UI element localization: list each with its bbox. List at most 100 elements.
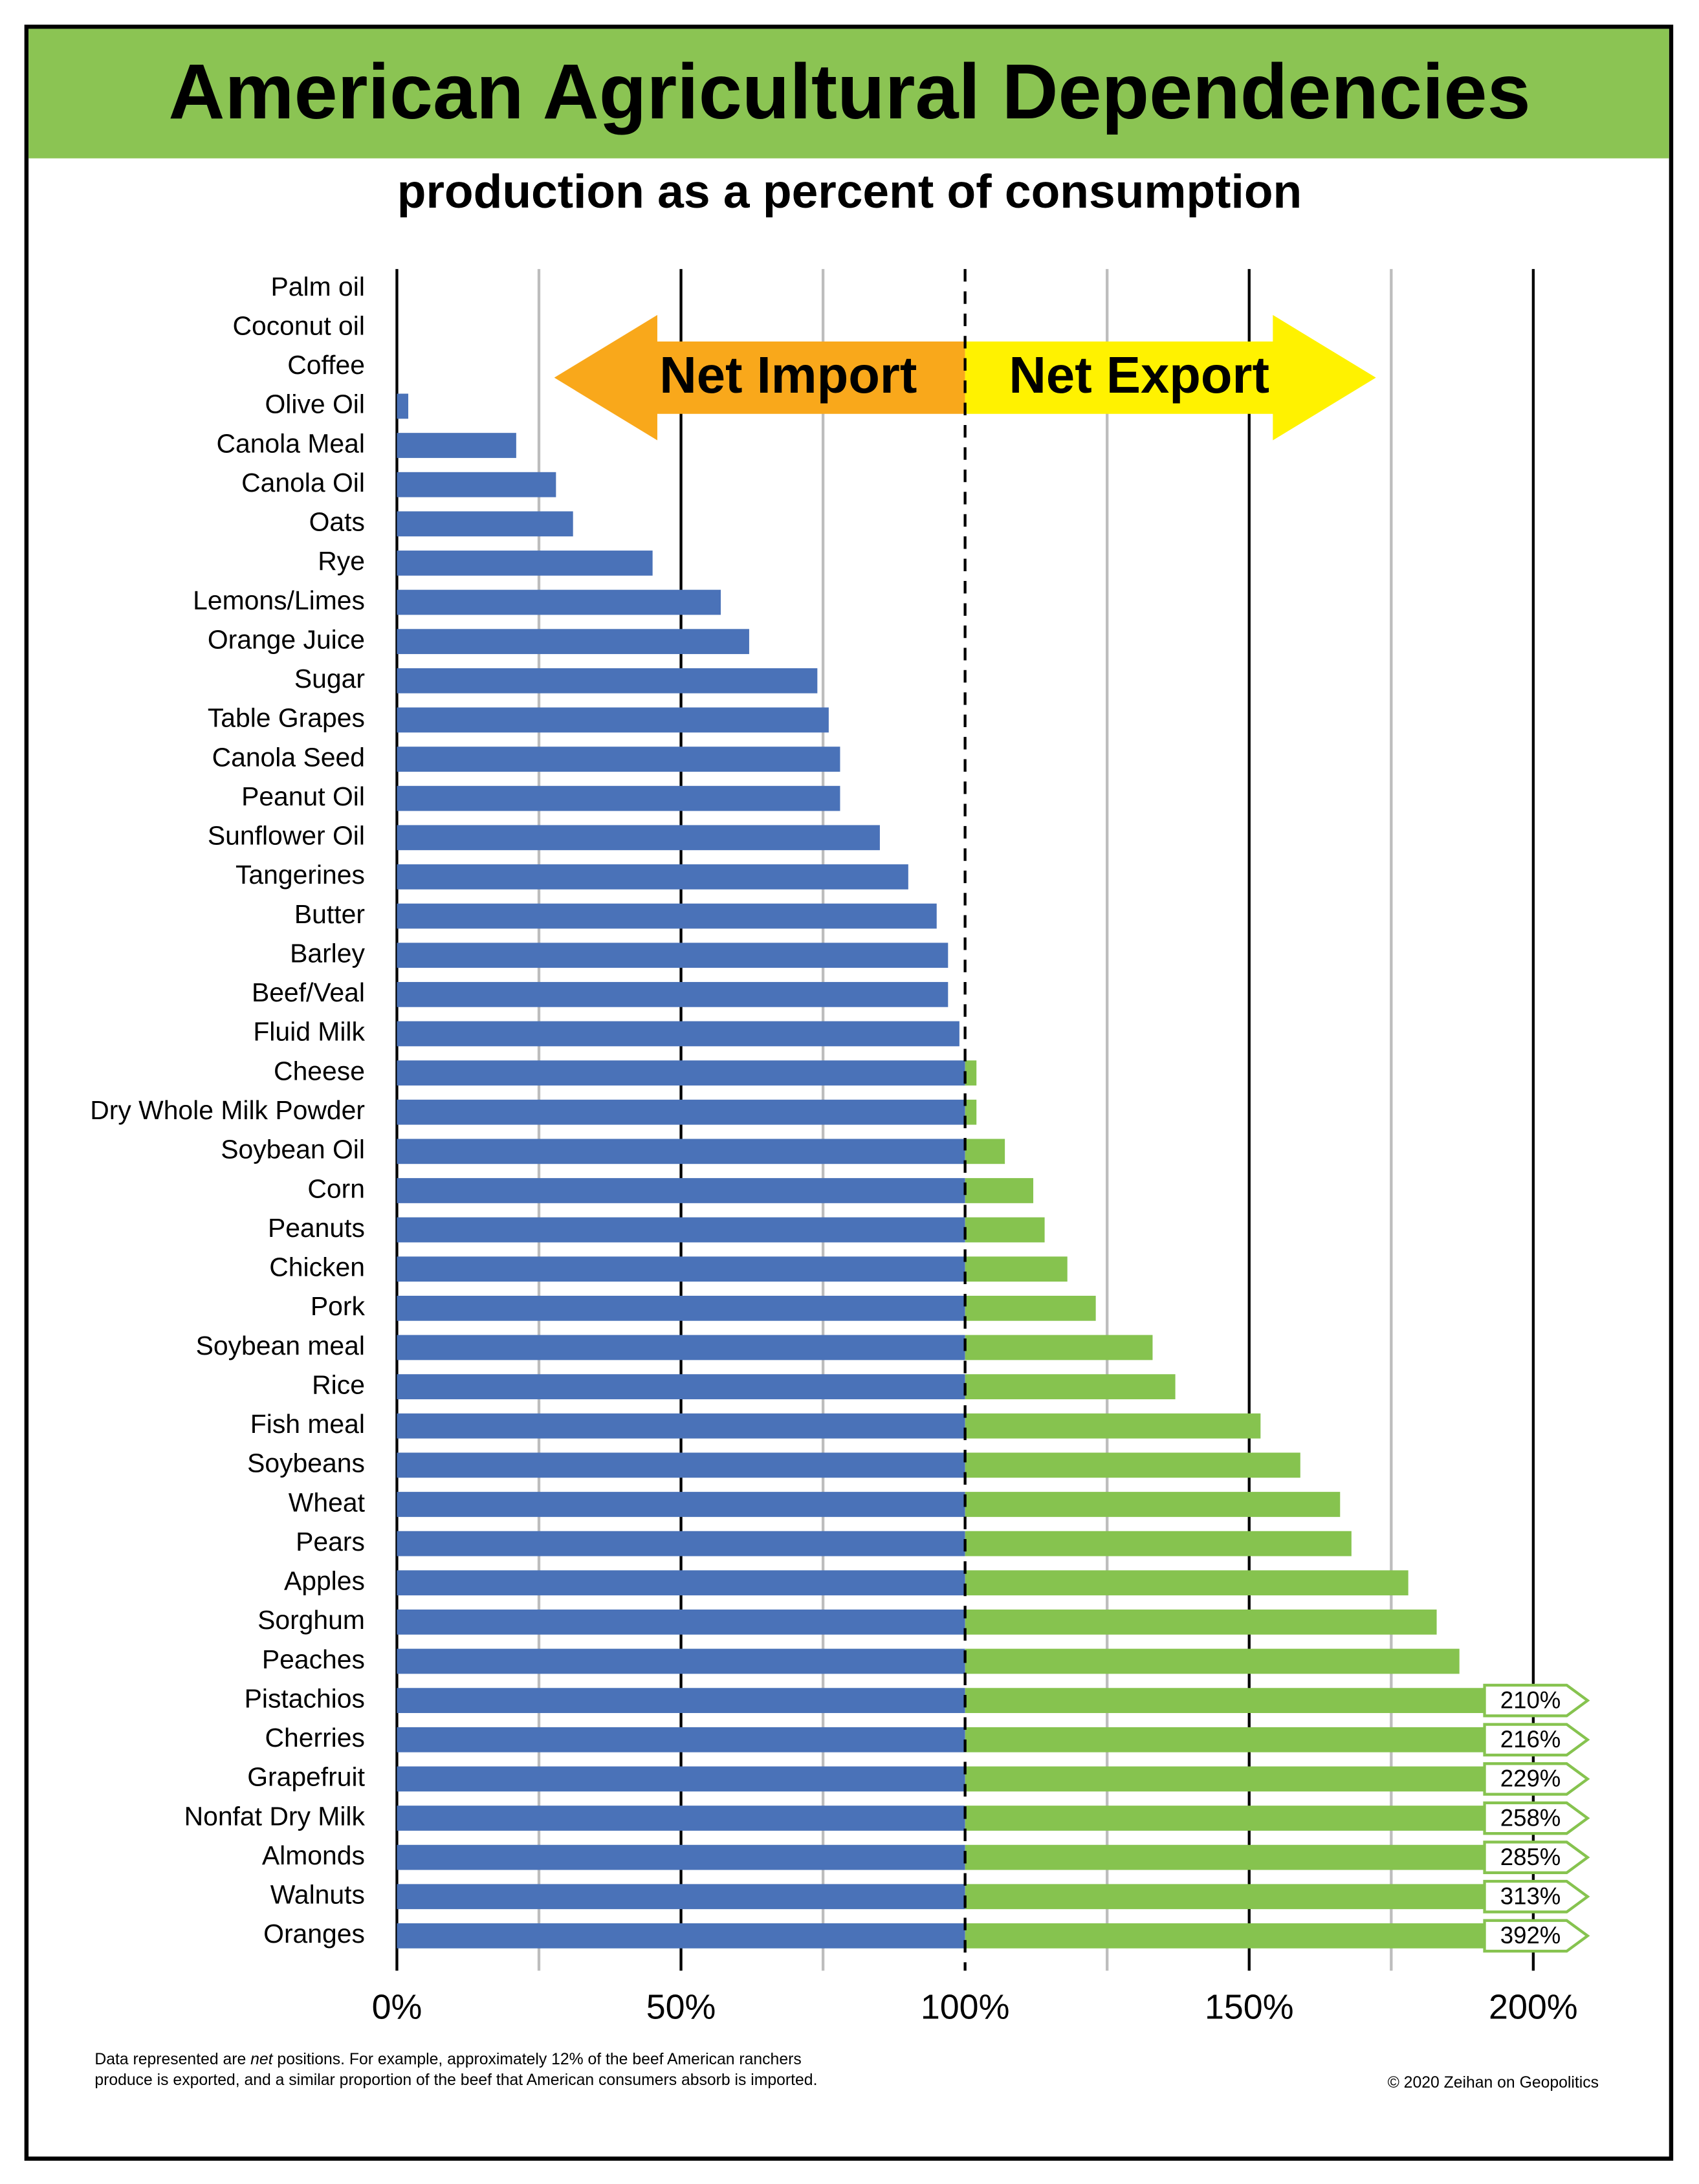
category-label: Peanuts (268, 1213, 365, 1243)
bar-export (965, 1806, 1485, 1831)
bar-export (965, 1413, 1261, 1439)
bar-import (397, 1374, 965, 1399)
value-label: 392% (1500, 1922, 1561, 1949)
bar-import (397, 1923, 965, 1949)
copyright: © 2020 Zeihan on Geopolitics (1388, 2074, 1599, 2091)
import-label: Net Import (659, 346, 917, 404)
bar-import (397, 1021, 959, 1047)
value-tag (1483, 1840, 1590, 1874)
bar-export (965, 1256, 1068, 1282)
category-label: Soybean Oil (221, 1135, 365, 1164)
bar-export (965, 1648, 1460, 1674)
category-label: Pistachios (245, 1683, 365, 1713)
x-tick-label: 100% (921, 1988, 1010, 2027)
bar-import (397, 1844, 965, 1870)
bar-import (397, 1727, 965, 1753)
bar-export (965, 1766, 1485, 1792)
category-label: Barley (290, 938, 365, 968)
category-label: Coffee (287, 350, 365, 380)
category-label: Walnuts (270, 1880, 365, 1910)
bar-import (397, 864, 908, 890)
bar-import (397, 511, 573, 537)
value-label: 229% (1500, 1765, 1561, 1792)
footnote: Data represented are net positions. For … (94, 2050, 817, 2088)
bar-export (965, 1217, 1045, 1243)
bar-export (965, 1060, 977, 1086)
bar-export (965, 1492, 1341, 1517)
category-label: Coconut oil (232, 311, 365, 340)
bar-export (965, 1531, 1352, 1556)
value-label: 285% (1500, 1844, 1561, 1870)
bar-import (397, 1060, 965, 1086)
category-label: Corn (307, 1174, 365, 1203)
bar-export (965, 1335, 1153, 1360)
bar-import (397, 785, 840, 811)
bar-import (397, 1531, 965, 1556)
bar-import (397, 825, 880, 851)
category-label: Wheat (289, 1487, 366, 1517)
bar-import (397, 943, 948, 968)
value-label: 313% (1500, 1883, 1561, 1910)
export-label: Net Export (1009, 346, 1269, 404)
category-label: Apples (284, 1566, 365, 1596)
category-label: Cherries (265, 1723, 364, 1753)
category-label: Oats (309, 507, 365, 537)
bar-export (965, 1374, 1176, 1399)
category-label: Orange Juice (208, 624, 365, 654)
bar-export (965, 1844, 1485, 1870)
bar-import (397, 393, 409, 419)
bar-import (397, 1335, 965, 1360)
bar-import (397, 981, 948, 1007)
category-label: Canola Seed (212, 742, 365, 772)
footnote-text: net (250, 2050, 274, 2068)
category-label: Grapefruit (247, 1762, 365, 1792)
export-arrow (965, 314, 1376, 441)
bar-export (965, 1452, 1300, 1478)
category-label: Soybeans (247, 1448, 365, 1478)
category-label: Cheese (274, 1056, 365, 1086)
bar-import (397, 1217, 965, 1243)
category-label: Lemons/Limes (193, 585, 365, 615)
bar-import (397, 551, 653, 576)
bar-import (397, 629, 749, 655)
value-label: 210% (1500, 1687, 1561, 1713)
x-tick-label: 0% (372, 1988, 422, 2027)
category-label: Chicken (269, 1252, 365, 1282)
bar-import (397, 1570, 965, 1596)
category-label: Dry Whole Milk Powder (90, 1095, 365, 1125)
bar-import (397, 433, 516, 458)
value-label: 258% (1500, 1804, 1561, 1831)
bar-export (965, 1884, 1485, 1910)
bar-import (397, 1295, 965, 1321)
category-label: Canola Oil (241, 468, 365, 497)
category-label: Fish meal (250, 1409, 365, 1439)
bar-export (965, 1570, 1409, 1596)
x-tick-label: 200% (1489, 1988, 1578, 2027)
bar-export (965, 1139, 1005, 1164)
bar-import (397, 1178, 965, 1203)
category-label: Palm oil (271, 272, 365, 301)
category-label: Table Grapes (208, 703, 365, 733)
value-tag (1483, 1879, 1590, 1914)
value-tag (1483, 1683, 1590, 1718)
category-label: Rice (312, 1370, 365, 1399)
chart-title: American Agricultural Dependencies (168, 48, 1530, 135)
category-label: Oranges (263, 1919, 365, 1949)
bar-import (397, 1766, 965, 1792)
bar-export (965, 1727, 1485, 1753)
bar-export (965, 1923, 1485, 1949)
value-tag (1483, 1919, 1590, 1953)
bar-import (397, 1648, 965, 1674)
category-label: Sugar (294, 664, 365, 693)
bar-export (965, 1178, 1034, 1203)
bar-import (397, 1688, 965, 1713)
footnote-text: positions. For example, approximately 12… (273, 2050, 802, 2068)
category-label: Peanut Oil (241, 781, 365, 811)
value-tag (1483, 1801, 1590, 1835)
bar-import (397, 903, 937, 929)
bar-export (965, 1688, 1485, 1713)
import-arrow (554, 314, 965, 441)
bars (397, 393, 1485, 1949)
